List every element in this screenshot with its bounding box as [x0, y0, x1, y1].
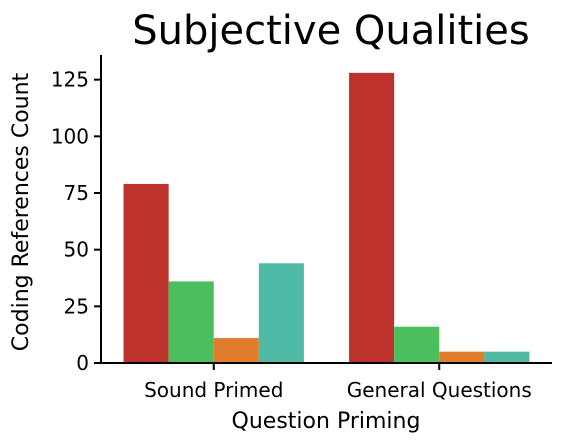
y-tick-label: 125	[51, 68, 89, 92]
y-tick-label: 50	[64, 238, 89, 262]
x-axis-label: Question Priming	[232, 409, 421, 434]
bars-group	[123, 72, 530, 364]
bar-2-series-2	[394, 326, 440, 363]
x-tick-label: Sound Primed	[144, 378, 283, 402]
y-tick-label: 25	[64, 294, 89, 318]
x-ticks-group: Sound Primed General Questions	[144, 363, 532, 402]
bar-1-series-3	[213, 338, 259, 363]
y-tick-label: 100	[51, 124, 89, 148]
y-tick-label: 0	[76, 351, 89, 375]
y-ticks-group: 0 25 50 75 100 125	[51, 68, 101, 375]
bar-2-series-3	[439, 351, 485, 363]
bar-1-series-1	[123, 183, 169, 363]
bar-2-series-4	[484, 351, 530, 363]
chart-title: Subjective Qualities	[132, 8, 529, 54]
x-tick-label: General Questions	[347, 378, 532, 402]
y-tick-label: 75	[64, 181, 89, 205]
bar-1-series-4	[258, 263, 304, 363]
bar-1-series-2	[168, 281, 214, 363]
bar-2-series-1	[349, 72, 395, 364]
y-axis-label: Coding References Count	[9, 72, 34, 351]
